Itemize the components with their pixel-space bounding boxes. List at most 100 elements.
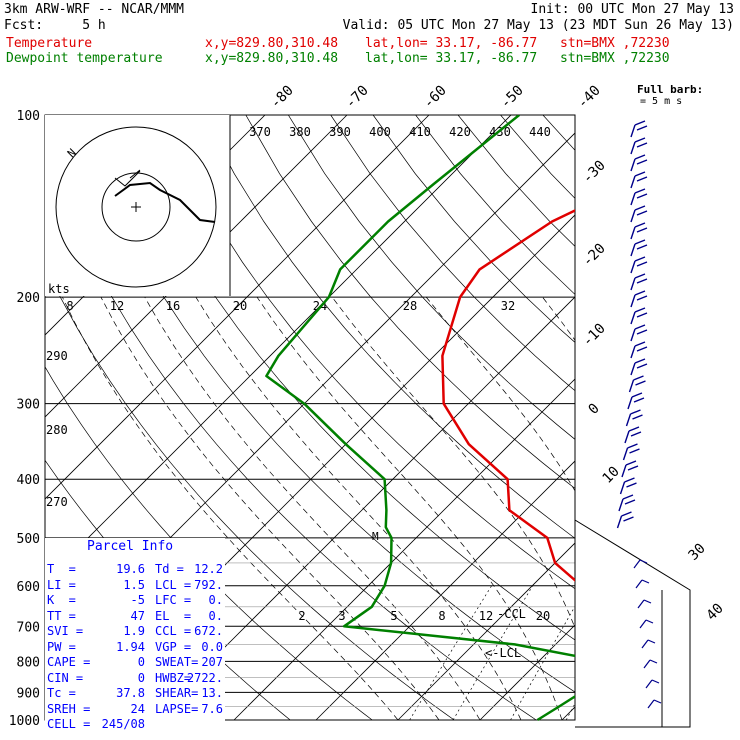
dry-adiabat-line xyxy=(415,115,575,295)
dewpoint-latlon: lat,lon= 33.17, -86.77 xyxy=(365,51,538,66)
isotherm-line xyxy=(479,624,575,721)
hodograph-panel xyxy=(45,115,230,296)
wind-barb xyxy=(616,511,634,529)
wind-barb xyxy=(630,188,648,206)
wind-barb xyxy=(619,477,637,495)
wind-barb xyxy=(639,619,654,629)
level-marker: M xyxy=(372,530,379,543)
temperature-tick-label: -80 xyxy=(268,83,297,112)
parcel-info-value: 2722. xyxy=(186,670,223,685)
parcel-info-value: 0. xyxy=(208,593,223,607)
dewpoint-line xyxy=(265,115,575,722)
valid-time: Valid: 05 UTC Mon 27 May 13 (23 MDT Sun … xyxy=(342,18,734,33)
parcel-info-value: 47 xyxy=(130,608,145,623)
parcel-info-key: CCL = xyxy=(155,624,192,638)
wind-barb xyxy=(630,154,648,172)
parcel-info-value: 1.9 xyxy=(123,624,145,638)
parcel-info-key: TT = xyxy=(47,608,76,623)
hodograph-speed-label: 16 xyxy=(166,299,180,313)
parcel-info-value: 24 xyxy=(130,701,145,716)
moist-adiabat-line xyxy=(425,296,575,492)
temperature-tick-label: -40 xyxy=(575,83,604,112)
temperature-tick-label: -50 xyxy=(498,83,527,112)
dry-adiabat-line xyxy=(288,115,575,440)
wind-barb xyxy=(647,699,662,709)
theta-label: 420 xyxy=(449,125,471,139)
dry-adiabat-line xyxy=(203,115,575,539)
pressure-tick-label: 200 xyxy=(17,291,40,306)
barb-unit: = 5 m s xyxy=(640,96,682,107)
ccl-marker: -CCL xyxy=(497,607,526,621)
moist-adiabat-line xyxy=(672,297,730,720)
wind-barb xyxy=(624,426,642,444)
isotherm-line xyxy=(233,378,575,721)
parcel-info-key: PW = xyxy=(47,639,76,654)
mixing-ratio-label: 8 xyxy=(438,609,445,623)
wind-barb xyxy=(630,290,648,308)
theta-label-left: 270 xyxy=(46,495,68,509)
theta-label-left: 290 xyxy=(46,349,68,363)
wind-barb xyxy=(635,579,650,589)
mixing-ratio-line xyxy=(409,585,492,721)
parcel-info-key: K = xyxy=(47,593,76,607)
mixing-ratio-label: 20 xyxy=(536,609,550,623)
mixing-ratio-line xyxy=(565,702,575,721)
theta-label: 380 xyxy=(289,125,311,139)
theta-label: 440 xyxy=(529,125,551,139)
temperature-tick-label: 40 xyxy=(704,601,727,624)
hodograph-speed-label: kts xyxy=(48,282,70,296)
wind-barb xyxy=(637,599,652,609)
pressure-tick-label: 400 xyxy=(17,473,40,488)
parcel-info-key: T = xyxy=(47,562,76,576)
moist-adiabat-line xyxy=(100,296,440,721)
theta-label: 400 xyxy=(369,125,391,139)
theta-label: 370 xyxy=(249,125,271,139)
wind-barb xyxy=(628,375,646,393)
parcel-info-key: Tc = xyxy=(47,686,76,700)
parcel-info-title: Parcel Info xyxy=(87,539,174,554)
pressure-tick-label: 800 xyxy=(17,655,40,670)
temperature-latlon: lat,lon= 33.17, -86.77 xyxy=(365,36,538,51)
hodograph-tail xyxy=(114,169,141,187)
wind-barb xyxy=(625,409,643,427)
temperature-tick-label: -30 xyxy=(580,158,609,187)
wind-barb xyxy=(630,307,648,325)
hodograph-center xyxy=(131,202,141,212)
parcel-info-key: HWBZ= xyxy=(155,670,192,685)
hodograph-trace xyxy=(114,181,216,223)
temperature-coords: x,y=829.80,310.48 xyxy=(205,36,339,51)
pressure-tick-label: 900 xyxy=(17,686,40,701)
parcel-info-value: 0 xyxy=(137,670,145,685)
isotherm-line xyxy=(644,115,740,720)
parcel-info-value: 672. xyxy=(194,624,223,638)
wind-barb xyxy=(618,494,636,512)
parcel-info-value: 1.5 xyxy=(123,577,145,592)
temperature-tick-label: -70 xyxy=(343,83,372,112)
wind-barb xyxy=(630,341,648,359)
isotherm-line xyxy=(45,115,512,582)
hodograph-speed-label: 28 xyxy=(403,299,417,313)
pressure-tick-label: 600 xyxy=(17,580,40,595)
hodograph-speed-label: 20 xyxy=(233,299,247,313)
wind-barb xyxy=(621,460,639,478)
model-title: 3km ARW-WRF -- NCAR/MMM xyxy=(4,2,185,17)
wind-barb xyxy=(630,171,648,189)
isotherm-line xyxy=(45,115,348,418)
temperature-tick-label: 0 xyxy=(586,401,603,418)
temperature-tick-label: 30 xyxy=(686,541,709,564)
wind-barb xyxy=(643,659,658,669)
parcel-info-key: CIN = xyxy=(47,670,84,685)
theta-label: 390 xyxy=(329,125,351,139)
wind-barb xyxy=(630,205,648,223)
wind-barb xyxy=(630,137,648,155)
temperature-tick-label: 10 xyxy=(600,464,623,487)
dewpoint-legend: Dewpoint temperature xyxy=(6,51,163,66)
hodograph-ring-outer xyxy=(55,126,217,288)
temperature-tick-label: -20 xyxy=(580,241,609,270)
parcel-info-key: SHEAR= xyxy=(155,686,199,700)
isotherm-line xyxy=(315,460,575,721)
moist-adiabat-line xyxy=(195,296,522,721)
forecast-hour: Fcst: 5 h xyxy=(4,18,106,33)
parcel-info-key: SVI = xyxy=(47,624,84,638)
hodograph-speed-label: 12 xyxy=(110,299,124,313)
